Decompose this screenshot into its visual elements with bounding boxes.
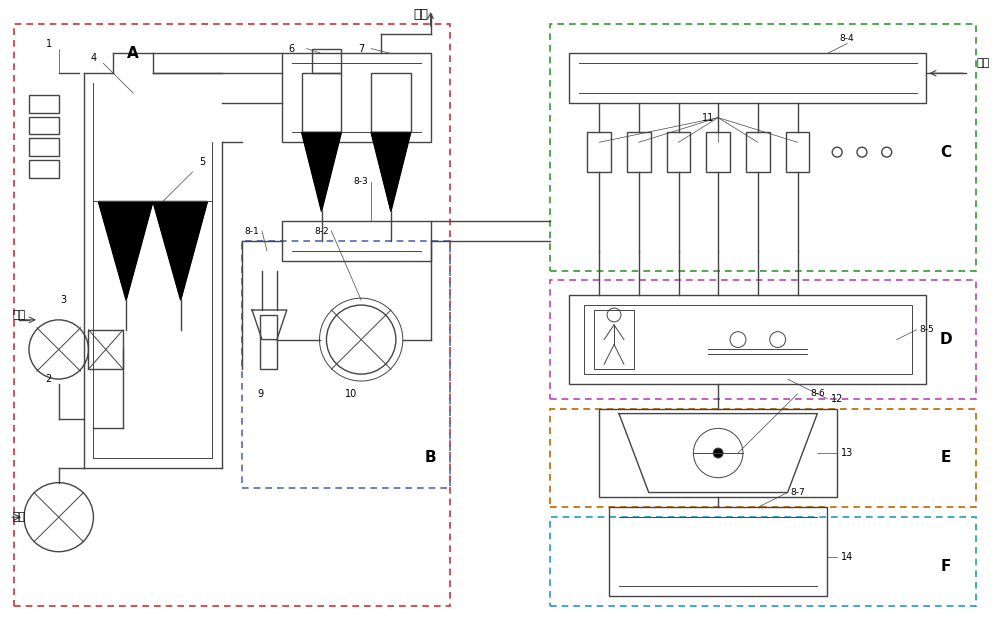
- Text: 8-3: 8-3: [354, 177, 369, 186]
- Text: 空气: 空气: [12, 512, 26, 522]
- Text: 8-1: 8-1: [245, 226, 259, 236]
- Text: 5: 5: [199, 157, 206, 167]
- Text: 排空: 排空: [413, 7, 428, 20]
- Text: 14: 14: [841, 552, 853, 562]
- Text: 物料: 物料: [976, 58, 989, 68]
- Text: A: A: [127, 46, 139, 61]
- Polygon shape: [98, 202, 153, 300]
- Bar: [550, 280, 976, 399]
- Text: 8-6: 8-6: [810, 389, 825, 399]
- Bar: [260, 315, 277, 369]
- Text: 8-7: 8-7: [790, 488, 805, 497]
- Bar: [282, 221, 431, 260]
- Text: 9: 9: [257, 389, 263, 399]
- Text: 11: 11: [702, 113, 714, 123]
- Bar: [550, 517, 976, 606]
- Bar: [569, 295, 926, 384]
- Bar: [786, 133, 809, 172]
- Text: 12: 12: [831, 394, 843, 404]
- Bar: [29, 138, 59, 156]
- Text: 13: 13: [841, 448, 853, 458]
- Polygon shape: [371, 133, 411, 211]
- Bar: [29, 117, 59, 135]
- Bar: [88, 330, 123, 369]
- Bar: [29, 95, 59, 113]
- Bar: [599, 409, 837, 497]
- Text: 7: 7: [358, 43, 364, 53]
- Text: F: F: [941, 559, 951, 574]
- Text: B: B: [425, 451, 436, 466]
- Polygon shape: [153, 202, 207, 300]
- Text: 10: 10: [345, 389, 357, 399]
- Text: E: E: [941, 451, 951, 466]
- Text: 4: 4: [90, 53, 96, 63]
- Circle shape: [713, 448, 723, 458]
- Text: 8-5: 8-5: [919, 326, 934, 334]
- Text: D: D: [940, 332, 953, 347]
- Text: 2: 2: [46, 374, 52, 384]
- Bar: [627, 133, 651, 172]
- Bar: [302, 73, 341, 133]
- Bar: [550, 409, 976, 507]
- Bar: [29, 160, 59, 178]
- Bar: [242, 241, 450, 487]
- Bar: [746, 133, 770, 172]
- Bar: [569, 53, 926, 103]
- Bar: [312, 48, 341, 73]
- Bar: [587, 133, 611, 172]
- Bar: [550, 24, 976, 270]
- Bar: [584, 305, 912, 374]
- Text: 6: 6: [289, 43, 295, 53]
- Text: 8-2: 8-2: [314, 226, 329, 236]
- Text: 1: 1: [46, 38, 52, 48]
- Bar: [14, 24, 450, 606]
- Text: 空气: 空气: [12, 310, 26, 320]
- Text: C: C: [941, 144, 952, 160]
- Text: 3: 3: [61, 295, 67, 305]
- Bar: [371, 73, 411, 133]
- Bar: [706, 133, 730, 172]
- Polygon shape: [302, 133, 341, 211]
- Bar: [282, 53, 431, 142]
- Bar: [594, 310, 634, 369]
- Bar: [609, 507, 827, 596]
- Text: 8-4: 8-4: [840, 34, 854, 43]
- Bar: [667, 133, 690, 172]
